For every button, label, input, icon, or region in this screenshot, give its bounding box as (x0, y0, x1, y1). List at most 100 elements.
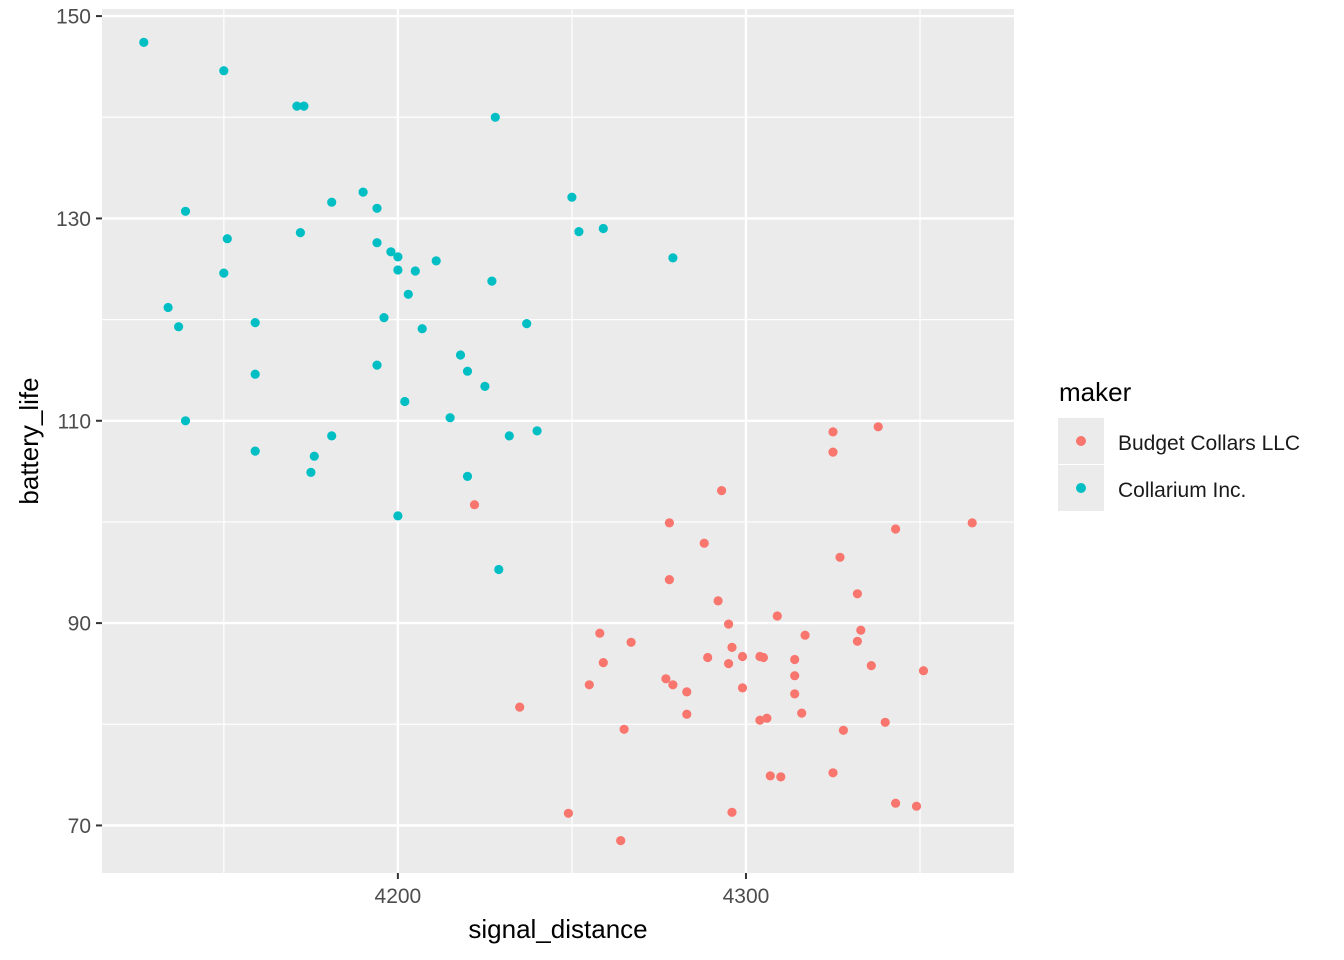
data-point-budget-collars (595, 628, 605, 638)
data-point-collarium (139, 37, 149, 48)
legend-label-collarium: Collarium Inc. (1118, 479, 1246, 502)
data-point-budget-collars (737, 683, 748, 693)
legend: maker Budget Collars LLC Collarium Inc. (1058, 377, 1300, 511)
data-point-collarium (295, 228, 305, 238)
y-tick-label: 110 (58, 410, 91, 433)
data-point-budget-collars (800, 630, 810, 640)
data-point-budget-collars (737, 651, 748, 662)
data-point-collarium (358, 187, 368, 197)
data-point-collarium (327, 431, 337, 441)
y-tick-label: 150 (56, 6, 91, 29)
x-axis-ticks: 4200 4300 (375, 873, 769, 908)
data-point-budget-collars (891, 524, 901, 534)
data-point-budget-collars (838, 725, 849, 735)
x-axis-title: signal_distance (468, 914, 647, 944)
data-point-budget-collars (790, 654, 800, 665)
data-point-budget-collars (911, 801, 922, 811)
data-point-budget-collars (790, 689, 800, 699)
data-point-collarium (668, 253, 678, 263)
y-axis-ticks: 70 90 110 130 150 (56, 6, 102, 838)
data-point-budget-collars (762, 713, 772, 723)
data-point-collarium (462, 366, 473, 376)
data-point-collarium (379, 313, 389, 323)
data-point-budget-collars (682, 709, 692, 719)
data-point-collarium (222, 234, 232, 244)
data-point-collarium (445, 413, 455, 423)
data-point-collarium (393, 511, 403, 521)
data-point-budget-collars (835, 552, 845, 562)
data-point-budget-collars (727, 807, 737, 817)
data-point-budget-collars (856, 625, 866, 635)
y-axis-title: battery_life (14, 377, 44, 504)
data-point-budget-collars (619, 724, 629, 734)
data-point-collarium (250, 446, 260, 456)
data-point-budget-collars (755, 715, 765, 725)
data-point-budget-collars (703, 652, 713, 663)
data-point-budget-collars (717, 486, 727, 496)
data-point-collarium (250, 369, 260, 379)
data-point-budget-collars (563, 808, 574, 818)
data-point-collarium (180, 206, 191, 216)
data-point-budget-collars (664, 575, 675, 585)
data-point-budget-collars (584, 680, 594, 690)
data-point-collarium (532, 426, 542, 436)
data-point-budget-collars (828, 427, 838, 437)
data-point-collarium (487, 276, 497, 286)
data-point-budget-collars (469, 500, 480, 510)
grid-major (102, 9, 1014, 873)
data-point-collarium (372, 203, 382, 213)
data-point-budget-collars (724, 659, 734, 669)
data-point-collarium (490, 112, 500, 122)
data-point-collarium (462, 471, 473, 481)
data-point-budget-collars (852, 589, 863, 599)
data-point-collarium (504, 431, 514, 441)
data-point-budget-collars (852, 636, 863, 646)
data-point-budget-collars (616, 836, 626, 846)
data-point-collarium (299, 101, 309, 111)
data-point-budget-collars (664, 518, 675, 528)
legend-marker-budget-collars (1076, 436, 1086, 446)
data-point-collarium (327, 197, 337, 207)
data-point-budget-collars (880, 717, 890, 727)
legend-title: maker (1059, 377, 1132, 407)
data-point-budget-collars (891, 798, 901, 808)
data-point-budget-collars (727, 642, 737, 653)
legend-label-budget-collars: Budget Collars LLC (1118, 432, 1300, 455)
data-point-collarium (567, 192, 577, 202)
data-point-budget-collars (682, 687, 692, 697)
data-point-collarium (455, 350, 466, 360)
data-point-budget-collars (515, 702, 525, 712)
data-point-collarium (393, 252, 403, 262)
data-point-collarium (431, 256, 441, 266)
data-points (139, 37, 977, 846)
data-point-budget-collars (661, 674, 671, 684)
data-point-collarium (174, 322, 184, 332)
data-point-budget-collars (967, 518, 977, 528)
data-point-budget-collars (866, 661, 876, 671)
data-point-budget-collars (724, 619, 734, 629)
data-point-budget-collars (668, 680, 678, 690)
data-point-collarium (219, 66, 229, 76)
data-point-collarium (309, 451, 319, 461)
data-point-collarium (403, 289, 413, 299)
data-point-collarium (598, 223, 608, 234)
data-point-collarium (522, 319, 532, 329)
data-point-collarium (219, 268, 229, 278)
data-point-budget-collars (790, 671, 800, 681)
data-point-budget-collars (713, 596, 723, 606)
data-point-collarium (410, 266, 420, 276)
data-point-collarium (386, 247, 396, 257)
y-tick-label: 130 (56, 208, 91, 231)
data-point-collarium (393, 265, 403, 275)
data-point-budget-collars (776, 772, 786, 782)
data-point-budget-collars (758, 652, 769, 663)
x-tick-label: 4200 (375, 885, 422, 908)
data-point-budget-collars (699, 538, 709, 548)
data-point-budget-collars (765, 771, 775, 781)
y-tick-label: 90 (68, 613, 91, 636)
data-point-budget-collars (828, 768, 838, 778)
data-point-collarium (372, 238, 382, 248)
plot-panel (102, 9, 1014, 873)
data-point-collarium (574, 227, 584, 237)
legend-marker-collarium (1076, 483, 1086, 493)
